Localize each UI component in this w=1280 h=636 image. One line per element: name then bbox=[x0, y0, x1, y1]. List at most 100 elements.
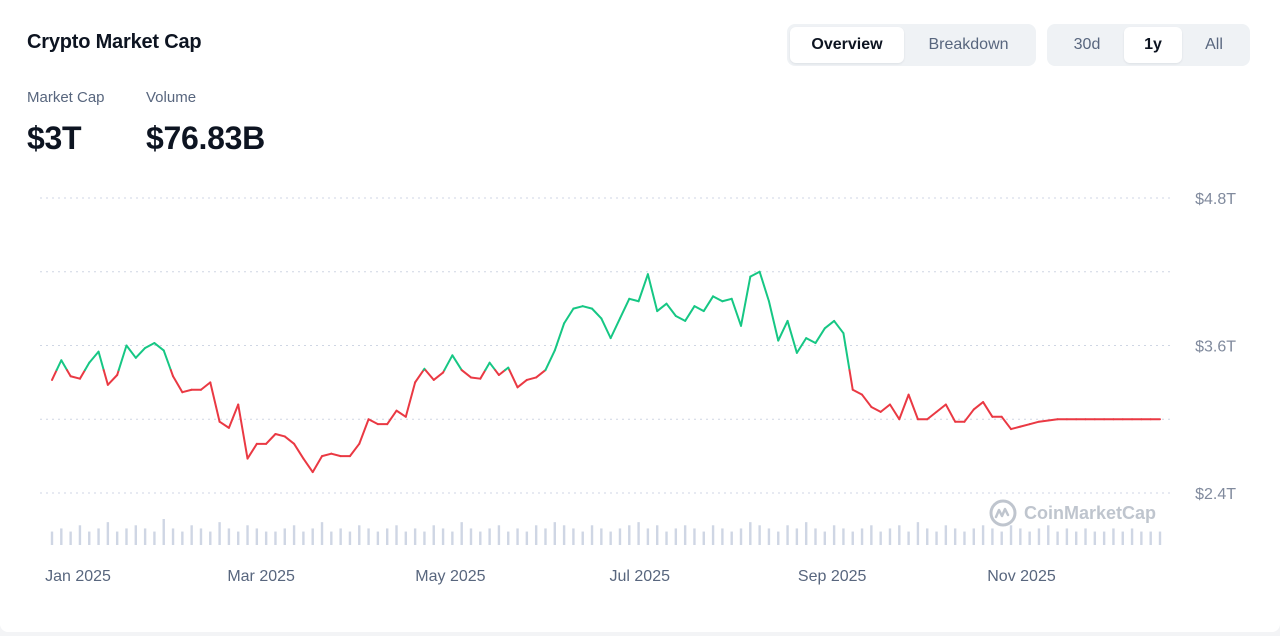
line-segment bbox=[358, 418, 370, 445]
line-segment bbox=[972, 401, 985, 411]
line-segment bbox=[311, 455, 324, 474]
range-toggle: 30d 1y All bbox=[1047, 24, 1250, 66]
line-segment bbox=[795, 337, 808, 354]
volume-bar bbox=[162, 519, 165, 545]
tab-breakdown[interactable]: Breakdown bbox=[928, 36, 1009, 53]
line-segment bbox=[367, 418, 379, 426]
line-segment bbox=[637, 273, 649, 303]
volume-bar bbox=[693, 528, 696, 545]
y-tick-label: $3.6T bbox=[1195, 339, 1236, 356]
volume-bar bbox=[814, 528, 817, 545]
volume-bar bbox=[367, 528, 370, 545]
x-tick-label: Sep 2025 bbox=[798, 568, 867, 585]
volume-bar bbox=[1065, 528, 1069, 545]
line-segment bbox=[484, 361, 491, 372]
line-segment bbox=[1028, 420, 1040, 426]
volume-bar bbox=[1047, 525, 1050, 545]
volume-bar bbox=[320, 522, 324, 545]
volume-bar bbox=[553, 522, 556, 545]
volume-bar bbox=[1009, 525, 1013, 545]
line-segment bbox=[302, 457, 314, 474]
line-segment bbox=[414, 369, 425, 384]
line-segment bbox=[805, 337, 817, 345]
x-axis-ticks: Jan 2025 Mar 2025 May 2025 Jul 2025 Sep 2025… bbox=[45, 568, 1056, 585]
volume-bar bbox=[199, 528, 203, 545]
line-segment bbox=[162, 349, 172, 372]
volume-bar bbox=[1158, 531, 1162, 545]
range-1y-button[interactable]: 1y bbox=[1124, 27, 1182, 63]
tab-overview[interactable]: Overview bbox=[790, 27, 904, 63]
volume-bar bbox=[134, 525, 137, 545]
range-30d-button[interactable]: 30d bbox=[1073, 36, 1101, 53]
line-segment bbox=[572, 305, 584, 310]
line-segment bbox=[97, 350, 105, 372]
line-segment bbox=[833, 319, 845, 335]
line-segment bbox=[535, 369, 547, 379]
volume-bar bbox=[385, 528, 389, 545]
volume-bar bbox=[460, 522, 463, 545]
volume-bar bbox=[926, 528, 929, 545]
x-tick-label: Jul 2025 bbox=[610, 568, 671, 585]
line-segment bbox=[488, 361, 497, 372]
line-segment bbox=[386, 409, 398, 426]
line-segment bbox=[861, 393, 873, 408]
line-segment bbox=[60, 359, 69, 372]
line-segment bbox=[553, 322, 566, 352]
page-title: Crypto Market Cap bbox=[27, 31, 202, 53]
coinmarketcap-logo-icon bbox=[989, 499, 1017, 527]
line-segment bbox=[293, 442, 305, 460]
volume-bar bbox=[1000, 531, 1003, 545]
volume-bar bbox=[739, 528, 743, 545]
line-segment bbox=[693, 305, 705, 313]
volume-bar bbox=[507, 531, 510, 545]
line-segment bbox=[78, 369, 86, 380]
volume-bar bbox=[516, 528, 519, 545]
range-all-button[interactable]: All bbox=[1205, 36, 1223, 53]
line-segment bbox=[516, 378, 528, 389]
volume-bar bbox=[600, 528, 603, 545]
volume-bar bbox=[656, 525, 659, 545]
volume-bar bbox=[69, 531, 72, 545]
line-segment bbox=[944, 403, 957, 423]
volume-bar bbox=[944, 525, 948, 545]
line-segment bbox=[665, 302, 677, 317]
volume-bar bbox=[115, 531, 119, 545]
volume-bar bbox=[488, 528, 491, 545]
volume-bar bbox=[907, 531, 910, 545]
line-segment bbox=[283, 435, 296, 445]
volume-bar bbox=[730, 531, 733, 545]
volume-bar bbox=[795, 528, 799, 545]
volume-bar bbox=[1102, 531, 1106, 545]
volume-bar bbox=[404, 531, 408, 545]
volume-bar bbox=[860, 528, 864, 545]
volume-bar bbox=[441, 528, 445, 545]
volume-bar bbox=[274, 531, 277, 545]
line-segment bbox=[935, 403, 947, 413]
line-segment bbox=[842, 332, 851, 372]
y-axis-ticks: $4.8T $3.6T $2.4T bbox=[1195, 191, 1236, 503]
market-cap-value: $3T bbox=[27, 120, 82, 156]
volume-bar bbox=[181, 531, 184, 545]
volume-bar bbox=[711, 525, 715, 545]
volume-bar bbox=[432, 525, 435, 545]
line-segment bbox=[55, 359, 63, 372]
volume-bar bbox=[879, 531, 882, 545]
line-segment bbox=[1047, 418, 1059, 422]
volume-bar bbox=[674, 528, 678, 545]
volume-bar bbox=[590, 525, 594, 545]
line-segment bbox=[888, 403, 901, 421]
volume-bar bbox=[870, 525, 873, 545]
line-segment bbox=[265, 433, 277, 445]
line-segment bbox=[848, 369, 854, 391]
volume-bar bbox=[106, 522, 110, 545]
line-segment bbox=[227, 403, 240, 429]
volume-bar bbox=[330, 531, 333, 545]
line-segment bbox=[563, 307, 575, 325]
volume-bar bbox=[292, 525, 296, 545]
x-tick-label: Nov 2025 bbox=[987, 568, 1056, 585]
line-segment bbox=[69, 375, 81, 380]
volume-bar bbox=[1084, 528, 1087, 545]
line-segment bbox=[237, 403, 249, 460]
line-segment bbox=[786, 319, 798, 354]
